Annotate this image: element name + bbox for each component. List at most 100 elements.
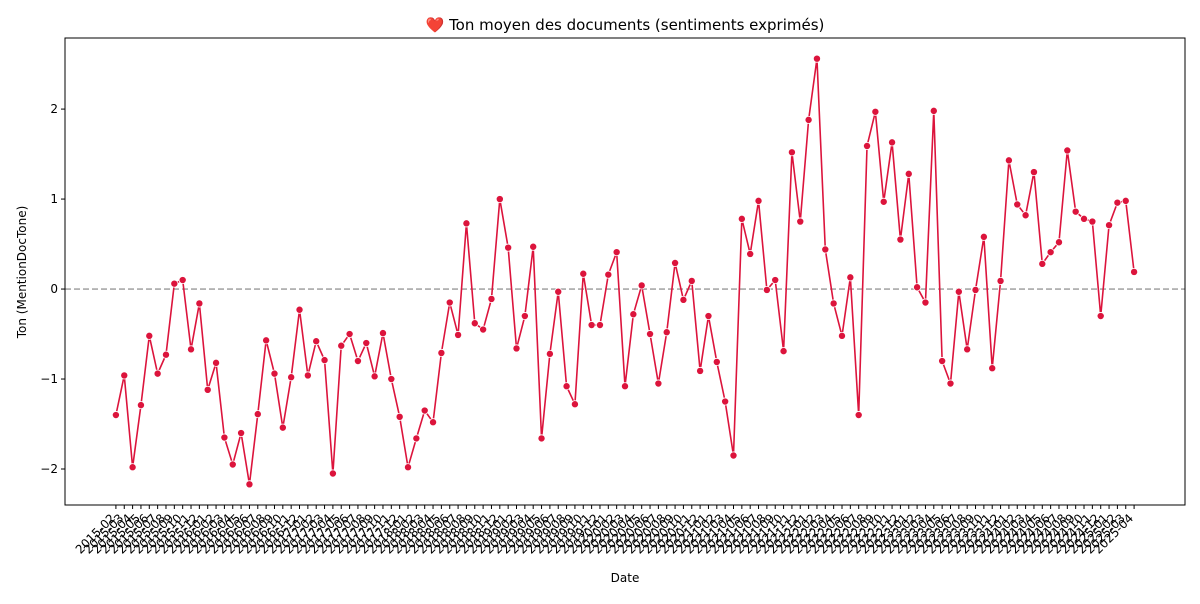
marker: [1029, 168, 1038, 177]
marker: [796, 217, 805, 226]
marker: [287, 373, 296, 382]
marker: [420, 406, 429, 415]
y-tick-label: −1: [40, 372, 58, 386]
marker: [804, 115, 813, 124]
marker: [687, 276, 696, 285]
marker: [387, 375, 396, 384]
marker: [871, 107, 880, 116]
marker: [253, 410, 262, 419]
marker: [370, 372, 379, 381]
marker: [303, 371, 312, 380]
marker: [245, 480, 254, 489]
marker: [312, 337, 321, 346]
marker: [671, 258, 680, 267]
marker: [462, 219, 471, 228]
marker: [445, 298, 454, 307]
marker: [504, 243, 513, 252]
marker: [429, 418, 438, 427]
marker: [187, 345, 196, 354]
marker: [879, 197, 888, 206]
y-tick-label: 0: [50, 282, 58, 296]
marker: [863, 141, 872, 150]
marker: [746, 249, 755, 258]
marker: [654, 379, 663, 388]
marker: [1021, 211, 1030, 220]
marker: [203, 385, 212, 394]
marker: [487, 294, 496, 303]
marker: [971, 285, 980, 294]
marker: [1080, 214, 1089, 223]
marker: [712, 357, 721, 366]
marker: [353, 357, 362, 366]
marker: [161, 350, 170, 359]
marker: [1046, 248, 1055, 257]
marker: [529, 242, 538, 251]
marker: [846, 273, 855, 282]
marker: [963, 345, 972, 354]
marker: [896, 235, 905, 244]
marker: [437, 348, 446, 357]
marker: [328, 469, 337, 478]
plot-frame: [64, 37, 1186, 506]
marker: [178, 276, 187, 285]
marker: [378, 329, 387, 338]
marker: [837, 331, 846, 340]
marker: [1063, 146, 1072, 155]
marker: [888, 138, 897, 147]
marker: [913, 283, 922, 292]
marker: [1113, 198, 1122, 207]
marker: [696, 366, 705, 375]
y-tick-label: 1: [50, 192, 58, 206]
marker: [762, 285, 771, 294]
marker: [362, 339, 371, 348]
marker: [979, 232, 988, 241]
marker: [136, 401, 145, 410]
marker: [729, 451, 738, 460]
marker: [929, 106, 938, 115]
marker: [237, 429, 246, 438]
marker: [554, 287, 563, 296]
marker: [195, 299, 204, 308]
y-axis-label: Ton (MentionDocTone): [15, 206, 29, 340]
marker: [587, 321, 596, 330]
marker: [128, 463, 137, 472]
marker: [1071, 207, 1080, 216]
marker: [479, 325, 488, 334]
marker: [570, 400, 579, 409]
marker: [646, 330, 655, 339]
marker: [621, 382, 630, 391]
marker: [954, 287, 963, 296]
marker: [771, 276, 780, 285]
marker: [921, 298, 930, 307]
marker: [404, 463, 413, 472]
marker: [1121, 196, 1130, 205]
marker: [1013, 200, 1022, 209]
marker: [520, 312, 529, 321]
marker: [145, 331, 154, 340]
marker: [454, 330, 463, 339]
marker: [1054, 238, 1063, 247]
marker: [228, 460, 237, 469]
marker: [662, 328, 671, 337]
marker: [412, 434, 421, 443]
marker: [111, 411, 120, 420]
marker: [470, 319, 479, 328]
marker: [704, 312, 713, 321]
marker: [988, 364, 997, 373]
y-tick-label: −2: [40, 462, 58, 476]
marker: [854, 411, 863, 420]
marker: [153, 369, 162, 378]
marker: [278, 423, 287, 432]
marker: [395, 412, 404, 421]
marker: [220, 433, 229, 442]
marker: [938, 357, 947, 366]
marker: [637, 281, 646, 290]
marker: [579, 269, 588, 278]
marker: [1088, 217, 1097, 226]
marker: [1004, 156, 1013, 165]
x-axis-label: Date: [611, 571, 640, 585]
marker: [1038, 259, 1047, 268]
marker: [754, 196, 763, 205]
